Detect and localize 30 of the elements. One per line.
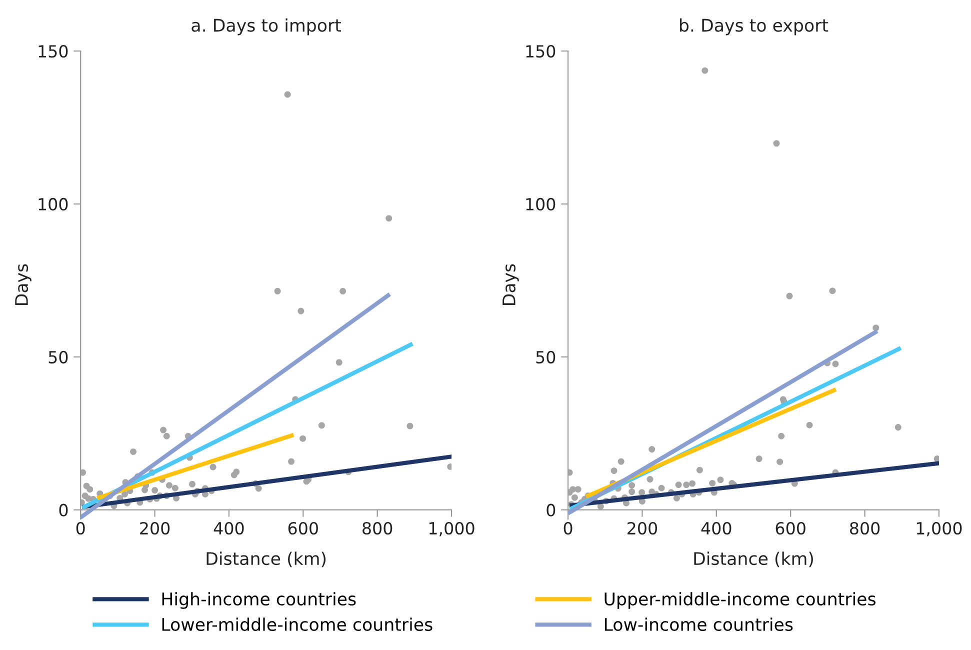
x-tick-label: 600 (288, 522, 318, 535)
y-tick-label: 50 (48, 350, 68, 364)
y-tick-label: 0 (546, 504, 556, 516)
y-axis-title: Days (15, 264, 32, 305)
y-tick-label: 150 (38, 44, 68, 58)
x-tick-label: 800 (362, 522, 392, 535)
x-tick-label: 400 (701, 522, 732, 535)
legend-label: Lower-middle-income countries (162, 618, 432, 632)
legend-label: Low-income countries (604, 618, 793, 632)
x-tick-label: 200 (628, 522, 658, 535)
y-tick-label: 100 (526, 198, 556, 211)
legend-label: Upper-middle-income countries (604, 592, 876, 609)
x-tick-label: 0 (76, 522, 85, 535)
x-tick-label: 800 (850, 522, 880, 535)
y-tick-label: 50 (536, 350, 556, 364)
x-tick-label: 1,000 (429, 522, 474, 536)
chart-title: b. Days to export (680, 18, 828, 36)
y-tick-label: 0 (59, 504, 68, 516)
chart-title: a. Days to import (192, 18, 342, 36)
x-tick-label: 400 (214, 522, 244, 535)
x-tick-label: 600 (776, 522, 806, 535)
x-tick-label: 1,000 (916, 522, 962, 536)
legend-label: High-income countries (162, 592, 356, 609)
y-tick-label: 100 (38, 198, 68, 211)
y-axis-title: Days (502, 264, 519, 305)
x-axis-title: Distance (km) (694, 552, 813, 568)
x-tick-label: 0 (564, 522, 572, 535)
y-tick-label: 150 (526, 44, 556, 58)
x-axis-title: Distance (km) (206, 552, 326, 568)
x-tick-label: 200 (140, 522, 170, 535)
